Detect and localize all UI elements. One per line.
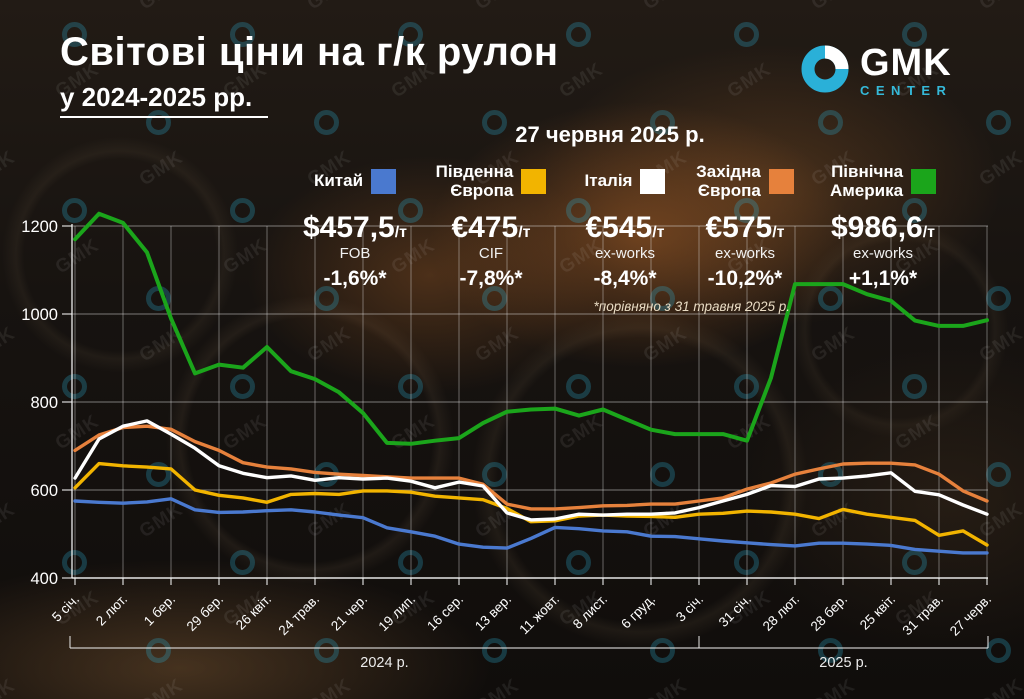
- series-line-Італія: [73, 419, 989, 522]
- x-axis-label: 27 черв.: [947, 592, 994, 639]
- x-axis-label: 29 бер.: [184, 592, 227, 635]
- x-axis-label: 1 бер.: [141, 592, 178, 629]
- series-line-Південна Європа: [73, 461, 989, 547]
- gmk-center-logo: GMK CENTER: [800, 44, 952, 97]
- series-line-Китай: [73, 497, 989, 555]
- legend-item-italy: Італія €545/т ex-works -8,4%*: [558, 156, 692, 291]
- logo-subwordmark: CENTER: [860, 83, 953, 98]
- legend-label: Італія: [584, 171, 633, 191]
- legend-label: Західна Європа: [696, 161, 761, 200]
- legend-color-swatch: [640, 168, 666, 194]
- delivery-terms: ex-works: [714, 245, 775, 262]
- page-title: Світові ціни на г/к рулон: [60, 30, 559, 74]
- price-value: $986,6/т: [830, 211, 936, 244]
- legend-item-north-america: Північна Америка $986,6/т ex-works +1,1%*: [814, 156, 952, 291]
- series-line-Північна Америка: [73, 211, 989, 446]
- comparison-footnote: *порівняно з 31 травня 2025 р.: [593, 299, 790, 314]
- x-axis-label: 19 лип.: [376, 592, 419, 635]
- y-axis-label: 400: [30, 570, 58, 588]
- delivery-terms: ex-works: [852, 245, 913, 262]
- legend-label: Північна Америка: [829, 161, 904, 200]
- delivery-terms: CIF: [478, 245, 504, 262]
- price-change: -1,6%*: [323, 266, 387, 290]
- price-change: -8,4%*: [593, 266, 657, 290]
- legend-item-china: Китай $457,5/т FOB -1,6%*: [288, 156, 422, 291]
- x-axis-label: 31 січ.: [716, 592, 754, 630]
- price-value: €545/т: [585, 211, 665, 244]
- report-date: 27 червня 2025 р.: [515, 122, 705, 147]
- x-axis-label: 31 трав.: [900, 592, 947, 639]
- x-axis-label: 24 трав.: [276, 592, 323, 639]
- legend: Китай $457,5/т FOB -1,6%* Південна Європа…: [0, 156, 1024, 296]
- subtitle-underline: [60, 116, 268, 118]
- price-value: $457,5/т: [302, 211, 408, 244]
- gmk-donut-icon: [801, 45, 849, 93]
- price-change: -7,8%*: [459, 266, 523, 290]
- legend-label: Китай: [313, 171, 364, 191]
- logo-wordmark: GMK: [860, 42, 952, 84]
- x-axis-label: 3 січ.: [673, 592, 706, 625]
- x-axis-label: 26 квіт.: [233, 592, 274, 633]
- legend-color-swatch: [521, 168, 547, 194]
- legend-color-swatch: [768, 168, 794, 194]
- x-axis-label: 13 вер.: [472, 592, 514, 634]
- y-axis-label: 800: [30, 394, 58, 412]
- x-axis-label: 28 бер.: [808, 592, 851, 635]
- legend-label: Південна Європа: [435, 161, 514, 200]
- legend-item-southern-europe: Південна Європа €475/т CIF -7,8%*: [424, 156, 558, 291]
- delivery-terms: ex-works: [594, 245, 655, 262]
- price-value: €575/т: [705, 211, 785, 244]
- x-axis-label: 16 сер.: [424, 592, 466, 634]
- y-axis-label: 600: [30, 482, 58, 500]
- x-axis-label: 8 лист.: [570, 592, 610, 632]
- x-axis-label: 5 січ.: [49, 592, 82, 625]
- page-subtitle: у 2024-2025 рр.: [60, 82, 253, 112]
- delivery-terms: FOB: [339, 245, 371, 262]
- legend-color-swatch: [911, 168, 937, 194]
- x-axis-label: 6 груд.: [618, 592, 658, 632]
- x-axis-label: 11 жовт.: [516, 592, 562, 638]
- y-axis-label: 1200: [21, 218, 58, 236]
- price-change: -10,2%*: [707, 266, 783, 290]
- price-value: €475/т: [451, 211, 531, 244]
- x-axis-label: 28 лют.: [760, 592, 802, 634]
- legend-item-western-europe: Західна Європа €575/т ex-works -10,2%*: [678, 156, 812, 291]
- x-axis-label: 25 квіт.: [857, 592, 898, 633]
- y-axis-label: 1000: [21, 306, 58, 324]
- year-band-label: 2024 р.: [360, 655, 408, 671]
- year-band-label: 2025 р.: [819, 655, 867, 671]
- price-change: +1,1%*: [848, 266, 918, 290]
- x-axis-label: 2 лют.: [93, 592, 130, 629]
- legend-color-swatch: [371, 168, 397, 194]
- x-axis-label: 21 чер.: [328, 592, 370, 634]
- series-line-Західна Європа: [73, 424, 989, 511]
